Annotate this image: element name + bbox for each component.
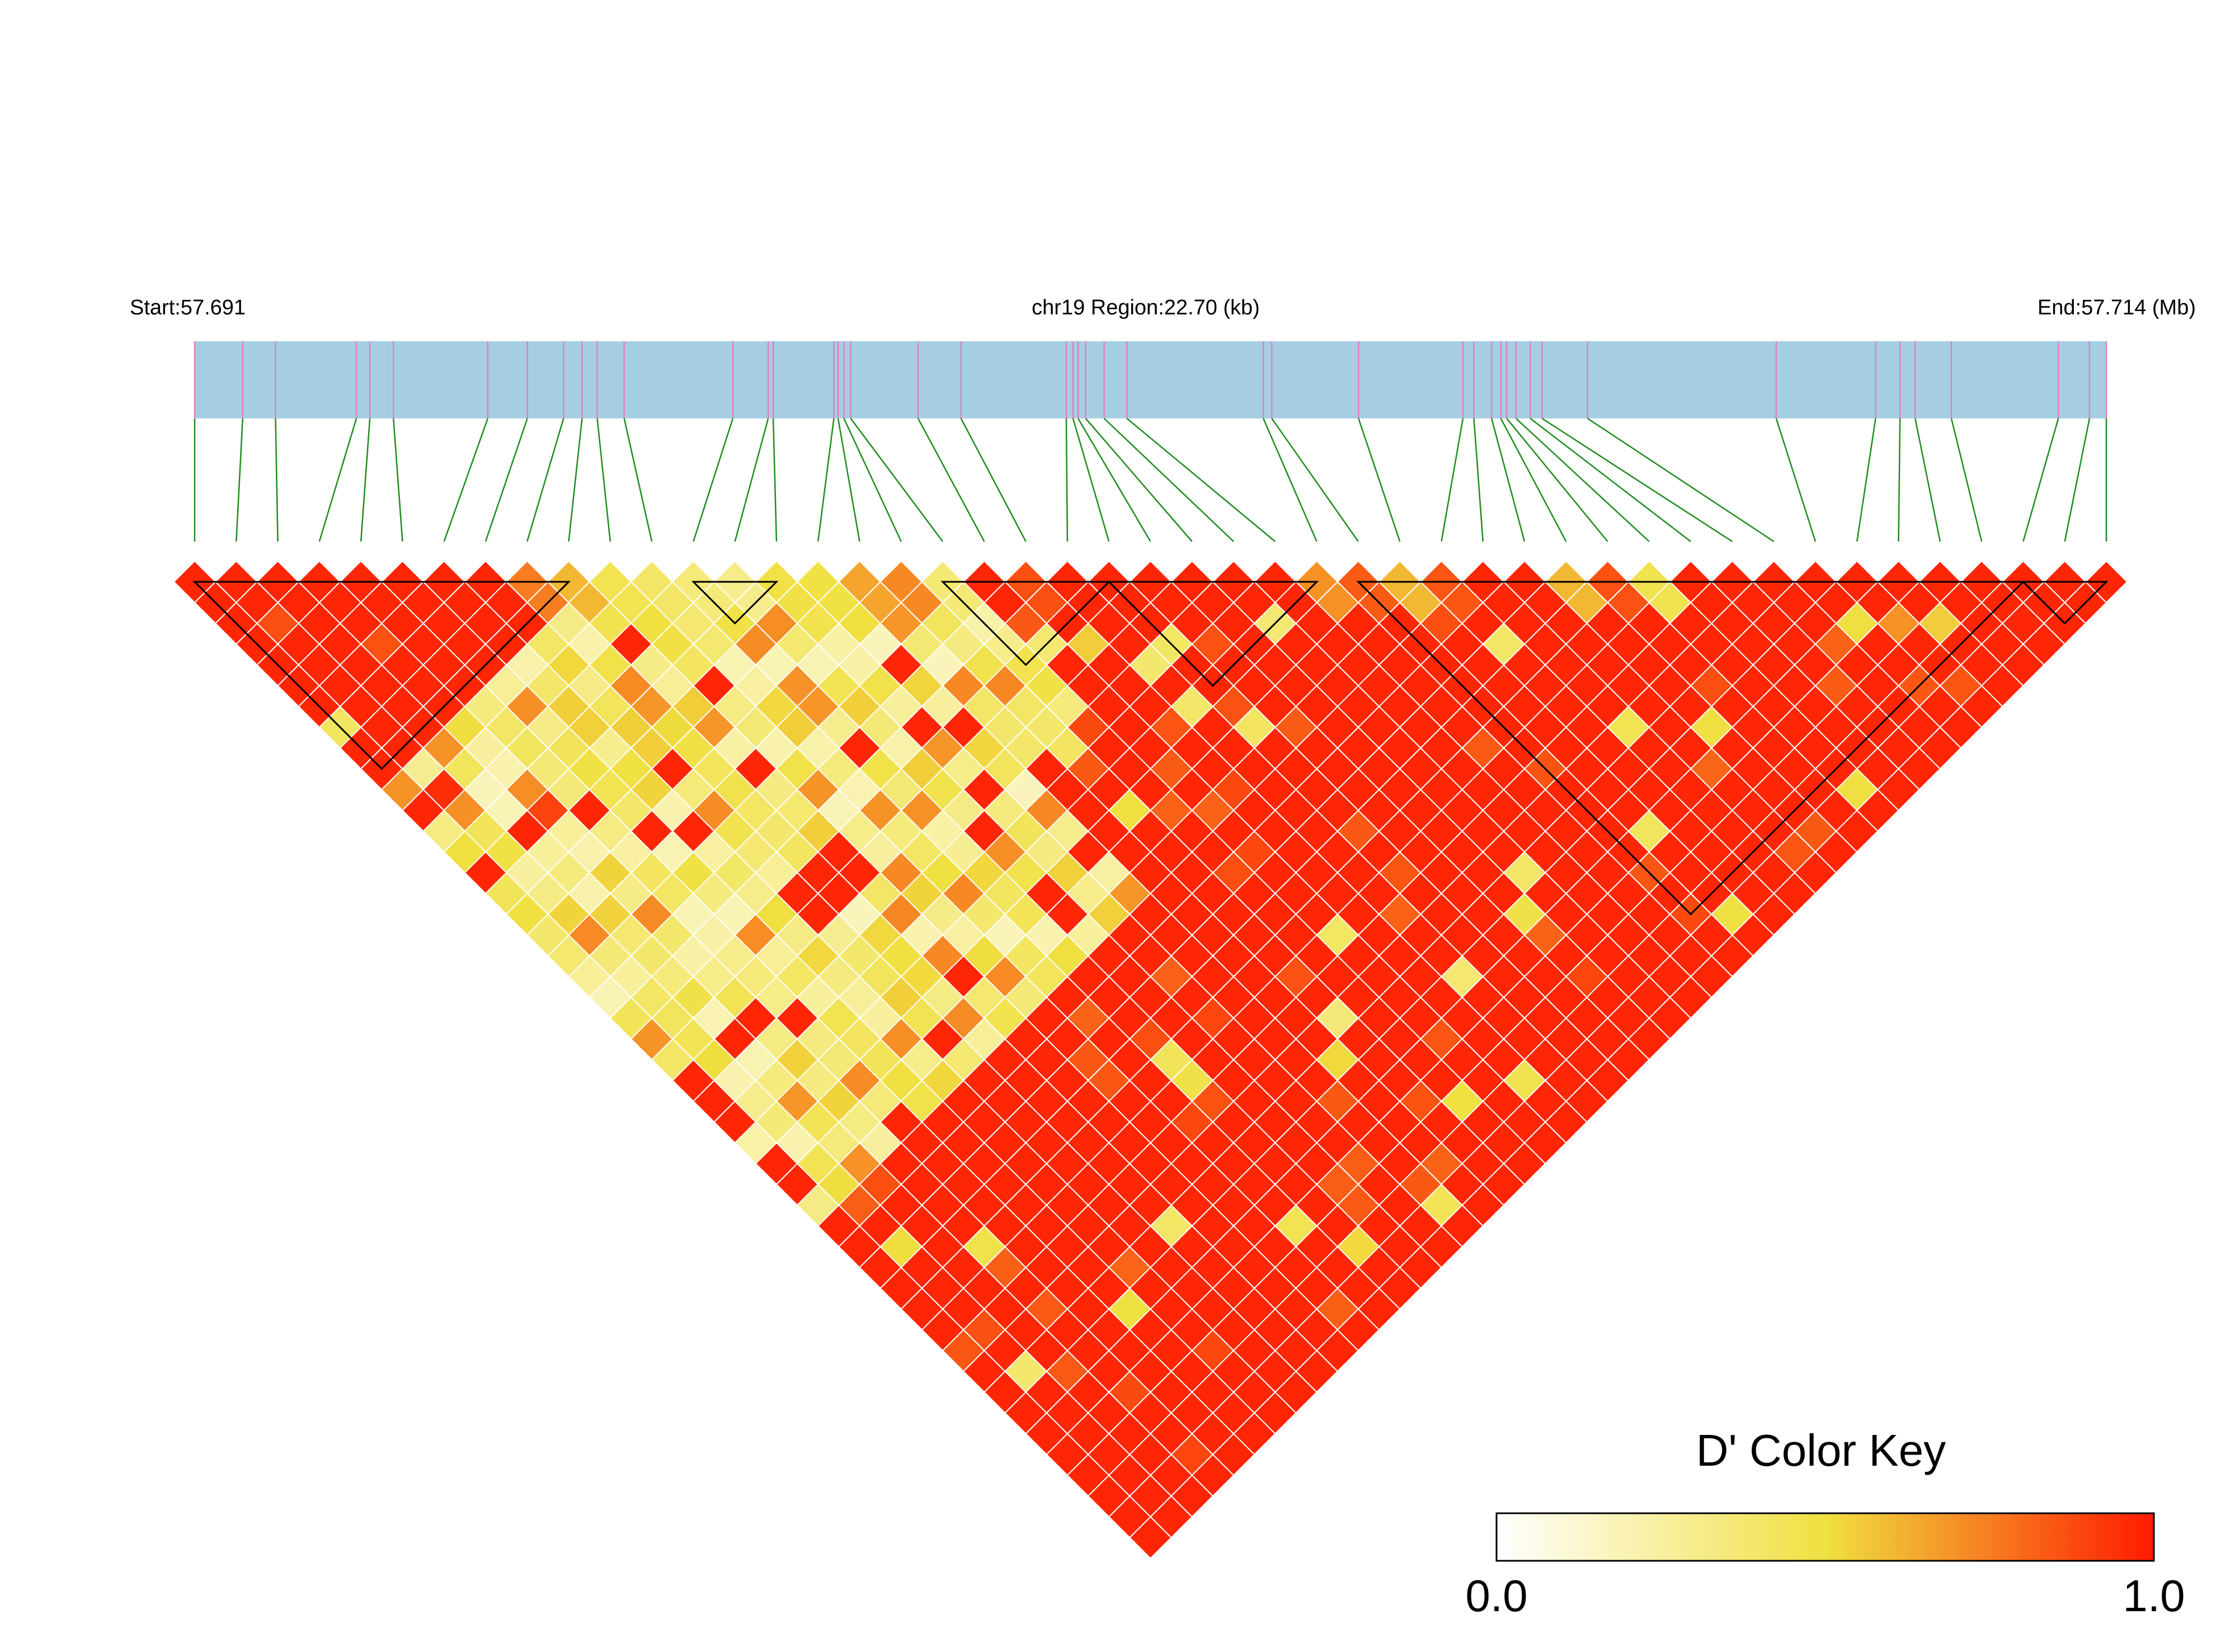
snp-connector — [1072, 418, 1110, 542]
haplotype-block — [691, 581, 779, 625]
haplotype-block — [1107, 581, 1319, 687]
haplotype-block — [192, 581, 571, 770]
snp-connector — [1358, 418, 1401, 542]
snp-connector — [837, 418, 860, 542]
snp-connector — [1515, 418, 1650, 542]
haplotype-block — [2021, 581, 2109, 625]
snp-connector — [960, 418, 1027, 542]
snp-connector — [443, 418, 489, 542]
snp-connector — [568, 418, 583, 542]
snp-connector — [1856, 418, 1876, 542]
snp-connector — [1587, 417, 1775, 543]
haplotype-block — [940, 581, 1111, 666]
snp-connector — [236, 418, 244, 542]
snp-connector — [2022, 418, 2059, 542]
ld-heatmap-cells — [194, 581, 2107, 1560]
end-label: End:57.714 (Mb) — [2038, 296, 2196, 319]
color-key: D' Color Key 0.0 1.0 — [1465, 1425, 2185, 1621]
snp-connector — [1530, 418, 1691, 542]
snp-connector — [360, 418, 371, 542]
snp-connector — [1500, 418, 1567, 542]
snp-connector — [2064, 418, 2091, 542]
snp-connector — [1103, 418, 1234, 542]
snp-connector — [484, 418, 528, 542]
snp-connector — [1490, 418, 1526, 542]
snp-connector-lines — [194, 417, 2107, 543]
snp-connector — [1065, 418, 1069, 542]
color-key-gradient-bar — [1495, 1512, 2155, 1562]
color-key-max-label: 1.0 — [2123, 1571, 2185, 1621]
snp-connector — [917, 418, 985, 542]
color-key-title: D' Color Key — [1696, 1425, 1946, 1475]
color-key-min-label: 0.0 — [1465, 1571, 1527, 1621]
snp-connector — [850, 418, 944, 542]
snp-connector — [1077, 418, 1151, 542]
snp-connector — [693, 418, 734, 542]
chromosome-region-track — [194, 341, 2107, 418]
haplotype-block-outlines — [192, 581, 2109, 916]
snp-connector — [734, 418, 769, 542]
snp-connector — [526, 418, 564, 542]
haplotype-block — [1356, 581, 2026, 916]
snp-connector — [318, 418, 357, 542]
start-label: Start:57.691 — [130, 296, 246, 319]
snp-connector — [1441, 418, 1464, 542]
snp-connector — [1126, 418, 1276, 542]
snp-connector — [1898, 418, 1901, 542]
snp-connector — [772, 418, 778, 542]
snp-connector — [1541, 417, 1733, 543]
snp-connector — [393, 418, 403, 542]
snp-connector — [1775, 418, 1817, 542]
snp-connector — [1950, 418, 1983, 542]
snp-connector — [817, 418, 835, 542]
region-label: chr19 Region:22.70 (kb) — [1032, 296, 1260, 319]
snp-connector — [1263, 418, 1318, 542]
snp-connector — [1271, 418, 1359, 542]
snp-connector — [623, 418, 653, 542]
snp-connector — [275, 418, 279, 542]
snp-connector — [843, 418, 902, 542]
snp-connector — [1506, 418, 1608, 542]
region-track-bar — [195, 341, 2106, 418]
snp-connector — [1085, 418, 1193, 542]
snp-connector — [1914, 418, 1941, 542]
snp-connector — [596, 418, 611, 542]
snp-connector — [1473, 418, 1484, 542]
